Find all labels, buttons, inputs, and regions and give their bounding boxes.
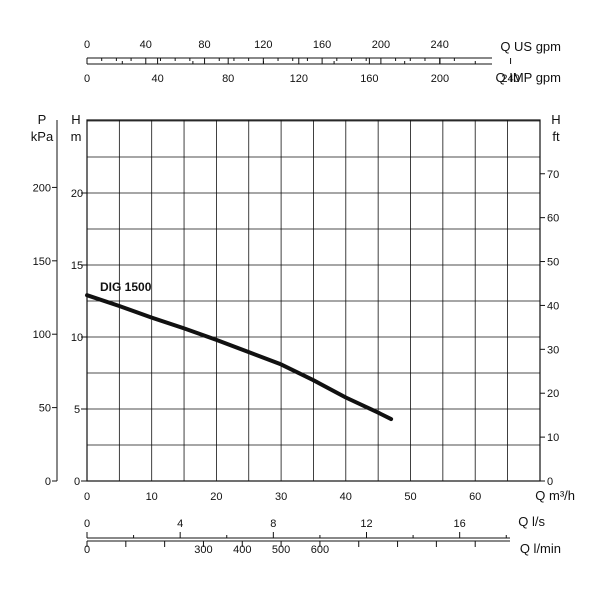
head-ft-tick-label: 50 [547, 257, 559, 269]
grid [86, 119, 541, 482]
flow-m3h-tick-label: 10 [146, 491, 158, 503]
pressure-tick-label: 150 [33, 256, 51, 268]
flow-m3h-tick-label: 30 [275, 491, 287, 503]
flow-m3h-tick-label: 0 [84, 491, 90, 503]
imp-gpm-tick-label: 200 [431, 73, 449, 85]
imp-gpm-tick-label: 120 [290, 73, 308, 85]
pressure-tick-label: 0 [45, 476, 51, 488]
flow-ls-tick-label: 4 [177, 518, 183, 530]
axis-labels: P kPa H m H ft Q US gpm Q IMP gpm Q m³/h… [31, 39, 575, 556]
head-ft-tick-label: 10 [547, 432, 559, 444]
head-m-tick-label: 20 [71, 188, 83, 200]
flow-m3h-tick-label: 50 [404, 491, 416, 503]
series-layer: DIG 1500 [85, 280, 394, 422]
flow-ls-tick-label: 8 [270, 518, 276, 530]
flow-lmin-tick-label: 0 [84, 544, 90, 556]
pressure-tick-label: 200 [33, 182, 51, 194]
imp-gpm-tick-label: 80 [222, 73, 234, 85]
head-ft-tick-label: 70 [547, 169, 559, 181]
flow-lmin-tick-label: 400 [233, 544, 251, 556]
flow-lmin-axis-title: Q l/min [520, 541, 561, 556]
flow-m3h-axis-title: Q m³/h [535, 488, 575, 503]
flow-ls-tick-label: 0 [84, 518, 90, 530]
us-gpm-tick-label: 40 [140, 39, 152, 51]
flow-lmin-tick-label: 300 [194, 544, 212, 556]
flow-ls-axis-title: Q l/s [518, 514, 545, 529]
flow-ls-tick-label: 12 [360, 518, 372, 530]
pressure-axis-symbol: P [38, 112, 47, 127]
pump-curve-line [85, 293, 394, 422]
pressure-tick-label: 100 [33, 329, 51, 341]
us-gpm-tick-label: 200 [372, 39, 390, 51]
us-gpm-tick-label: 0 [84, 39, 90, 51]
pressure-tick-label: 50 [39, 403, 51, 415]
head-m-axis-unit: m [71, 129, 82, 144]
head-m-axis-symbol: H [71, 112, 80, 127]
flow-lmin-tick-label: 500 [272, 544, 290, 556]
head-ft-axis-unit: ft [552, 129, 560, 144]
head-ft-tick-label: 20 [547, 388, 559, 400]
head-m-tick-label: 10 [71, 332, 83, 344]
flow-m3h-tick-label: 40 [340, 491, 352, 503]
plot-frame [86, 119, 541, 482]
imp-gpm-tick-label: 0 [84, 73, 90, 85]
imp-gpm-tick-label: 40 [151, 73, 163, 85]
us-gpm-tick-label: 80 [198, 39, 210, 51]
flow-ls-tick-label: 16 [454, 518, 466, 530]
head-m-tick-label: 5 [74, 404, 80, 416]
pressure-axis-unit: kPa [31, 129, 54, 144]
imp-gpm-tick-label: 240 [501, 73, 519, 85]
us-gpm-tick-label: 120 [254, 39, 272, 51]
head-ft-tick-label: 60 [547, 213, 559, 225]
us-gpm-tick-label: 160 [313, 39, 331, 51]
head-ft-tick-label: 40 [547, 300, 559, 312]
head-m-tick-label: 15 [71, 260, 83, 272]
flow-lmin-tick-label: 600 [311, 544, 329, 556]
us-gpm-tick-label: 240 [430, 39, 448, 51]
head-m-tick-label: 0 [74, 476, 80, 488]
imp-gpm-axis-title: Q IMP gpm [495, 70, 561, 85]
head-ft-axis-symbol: H [551, 112, 560, 127]
flow-m3h-tick-label: 60 [469, 491, 481, 503]
series-label: DIG 1500 [100, 280, 152, 294]
imp-gpm-tick-label: 160 [360, 73, 378, 85]
head-ft-tick-label: 0 [547, 476, 553, 488]
us-gpm-axis-title: Q US gpm [500, 39, 561, 54]
flow-m3h-tick-label: 20 [210, 491, 222, 503]
head-ft-tick-label: 30 [547, 344, 559, 356]
